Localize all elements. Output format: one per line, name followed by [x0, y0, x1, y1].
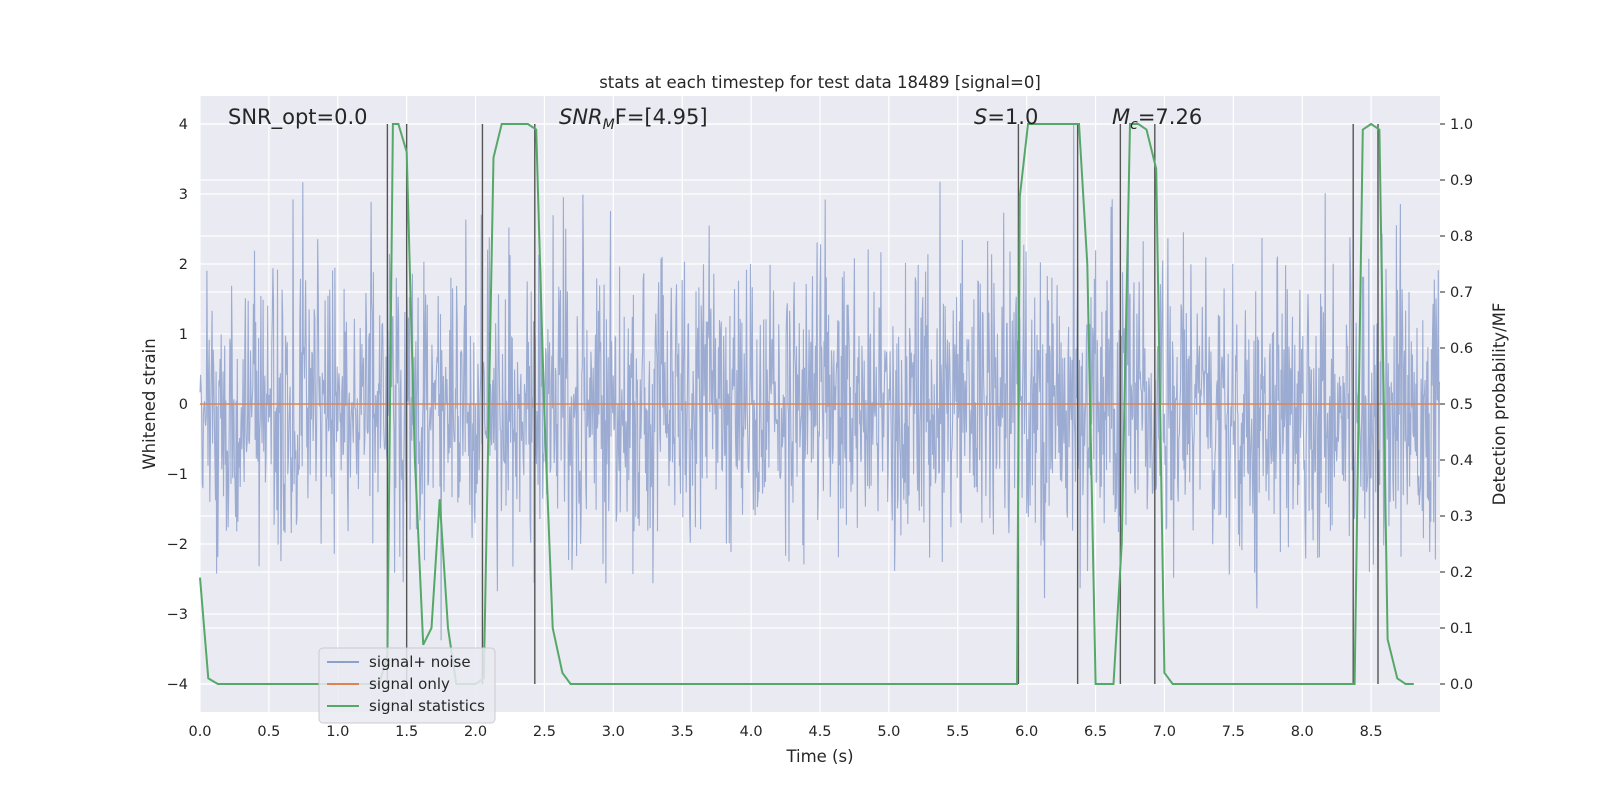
x-tick-label: 7.5 [1222, 724, 1245, 740]
y2-tick-label: 0.5 [1450, 397, 1473, 413]
x-tick-label: 6.0 [1015, 724, 1038, 740]
annotation-snr-mf: SNRMF=[4.95] [559, 105, 708, 133]
y-axis-label: Whitened strain [140, 338, 159, 469]
legend-stats-label: signal statistics [369, 697, 485, 715]
y2-tick-label: 0.9 [1450, 173, 1473, 189]
x-axis-label: Time (s) [785, 747, 853, 766]
x-tick-label: 5.5 [946, 724, 969, 740]
y-tick-label: 2 [179, 257, 188, 273]
annotation-snr-mf-symbol: SNR [559, 105, 603, 129]
y-tick-label: 3 [179, 187, 188, 203]
y-tick-label: 0 [179, 397, 188, 413]
y2-tick-label: 0.1 [1450, 621, 1473, 637]
y2-tick-label: 0.3 [1450, 509, 1473, 525]
y2-axis-label: Detection probability/MF [1490, 303, 1509, 506]
y2-tick-label: 1.0 [1450, 117, 1473, 133]
x-tick-label: 0.0 [188, 724, 211, 740]
x-tick-label: 4.5 [808, 724, 831, 740]
annotation-snr-opt: SNR_opt=0.0 [228, 105, 368, 130]
x-tick-label: 2.5 [533, 724, 556, 740]
x-tick-label: 1.5 [395, 724, 418, 740]
x-tick-label: 8.5 [1360, 724, 1383, 740]
y2-tick-label: 0.0 [1450, 677, 1473, 693]
y-tick-label: −2 [167, 537, 188, 553]
y2-tick-label: 0.2 [1450, 565, 1473, 581]
annotation-snr-mf-value: F=[4.95] [615, 105, 708, 129]
legend: signal+ noise signal only signal statist… [318, 647, 496, 724]
y-tick-label: 1 [179, 327, 188, 343]
annotation-s-value: =1.0 [987, 105, 1038, 129]
signal-statistics-line [199, 122, 1414, 685]
y-tick-label: −4 [167, 677, 188, 693]
y2-tick-label: 0.7 [1450, 285, 1473, 301]
x-tick-label: 8.0 [1291, 724, 1314, 740]
x-tick-label: 6.5 [1084, 724, 1107, 740]
annotation-mc-sub: c [1130, 117, 1138, 133]
tick-labels: 0.0 0.5 1.0 1.5 2.0 2.5 3.0 3.5 4.0 4.5 5.0 5.5 6.0 6… [167, 117, 1473, 740]
annotation-snr-mf-sub: M [603, 117, 615, 133]
annotation-mc-value: =7.26 [1138, 105, 1202, 129]
y2-tick-label: 0.6 [1450, 341, 1473, 357]
x-tick-label: 2.0 [464, 724, 487, 740]
x-tick-label: 3.0 [602, 724, 625, 740]
y-tick-label: −1 [167, 467, 188, 483]
x-tick-label: 4.0 [740, 724, 763, 740]
x-tick-label: 7.0 [1153, 724, 1176, 740]
legend-noise-label: signal+ noise [369, 653, 471, 671]
annotation-s: S=1.0 [974, 105, 1038, 129]
annotation-mc: Mc=7.26 [1112, 105, 1202, 133]
legend-box [318, 647, 496, 724]
chart-title: stats at each timestep for test data 184… [599, 73, 1041, 92]
y-tick-label: 4 [179, 117, 188, 133]
x-tick-label: 5.0 [877, 724, 900, 740]
signal-statistics-series [199, 122, 1414, 685]
x-tick-label: 3.5 [671, 724, 694, 740]
x-tick-label: 1.0 [326, 724, 349, 740]
y2-tick-label: 0.4 [1450, 453, 1473, 469]
annotation-s-symbol: S [974, 105, 987, 129]
y2-tick-label: 0.8 [1450, 229, 1473, 245]
annotation-mc-symbol: M [1112, 105, 1130, 129]
y-tick-label: −3 [167, 607, 188, 623]
legend-signal-label: signal only [369, 675, 450, 693]
x-tick-label: 0.5 [257, 724, 280, 740]
